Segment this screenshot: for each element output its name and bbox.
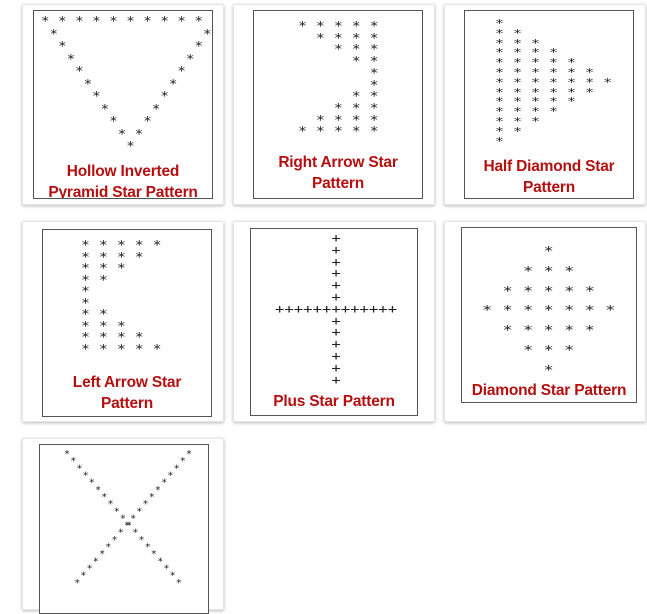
star-pattern-art: * * * * * * * * * * * * * * * * * * * * …: [41, 14, 212, 153]
x-pattern-star: *: [180, 456, 186, 467]
pattern-card-left-arrow[interactable]: * * * * * * * * * * * * * * * * * * * * …: [22, 221, 224, 422]
pattern-card-diamond[interactable]: * * * * * * * * * * * * * * * * * * * * …: [444, 221, 646, 422]
x-pattern-star: *: [143, 499, 149, 510]
pattern-thumbnail: * * * * * * * * * * * * * * * * * * * * …: [42, 229, 212, 417]
x-pattern-star: *: [155, 485, 161, 496]
pattern-card-x-star[interactable]: ****************************************: [22, 438, 224, 614]
pattern-thumbnail: * * * * * * * * * * * * * * * * * * * * …: [464, 10, 634, 199]
x-pattern-star: *: [93, 556, 99, 567]
x-pattern-star: *: [112, 535, 118, 546]
x-pattern-star: *: [64, 449, 70, 460]
x-pattern-star: *: [74, 578, 80, 585]
star-pattern-art: + + + + + + +++++++++++++ + + + + + +: [275, 231, 398, 387]
pattern-thumbnail: ****************************************: [39, 444, 209, 614]
pattern-card-plus[interactable]: + + + + + + +++++++++++++ + + + + + + Pl…: [233, 221, 435, 422]
x-pattern-star: *: [99, 549, 105, 560]
x-pattern-star: *: [105, 542, 111, 553]
pattern-thumbnail: * * * * * * * * * * * * * * * * * * * * …: [33, 10, 213, 199]
x-pattern-star: *: [124, 521, 130, 532]
pattern-card-hollow-inverted-pyramid[interactable]: * * * * * * * * * * * * * * * * * * * * …: [22, 4, 224, 205]
x-pattern-star: *: [163, 564, 169, 575]
x-pattern-star: *: [170, 571, 176, 582]
x-pattern-star: *: [83, 471, 89, 482]
pattern-thumbnail: + + + + + + +++++++++++++ + + + + + + Pl…: [250, 228, 418, 416]
x-pattern-star: *: [95, 485, 101, 496]
x-pattern-star: *: [145, 542, 151, 553]
x-pattern-star: *: [161, 478, 167, 489]
x-pattern-star: *: [132, 528, 138, 539]
x-pattern-star: *: [87, 564, 93, 575]
x-pattern-star: *: [186, 449, 192, 460]
pattern-title: Half Diamond Star Pattern: [483, 158, 615, 196]
x-pattern-star: *: [114, 506, 120, 517]
x-pattern-star: *: [167, 471, 173, 482]
x-pattern-star: *: [101, 492, 107, 503]
x-pattern-star: *: [136, 506, 142, 517]
x-pattern-star: *: [80, 571, 86, 582]
x-pattern-star: *: [118, 528, 124, 539]
pattern-card-right-arrow[interactable]: * * * * * * * * * * * * * * * * * * * * …: [233, 4, 435, 205]
x-pattern-star: *: [157, 556, 163, 567]
x-star-pattern-art: ****************************************: [64, 449, 192, 585]
x-pattern-star: *: [70, 456, 76, 467]
x-pattern-star: *: [174, 463, 180, 474]
pattern-title: Diamond Star Pattern: [471, 382, 627, 399]
x-pattern-star: *: [76, 463, 82, 474]
star-pattern-art: * * * * * * * * * * * * * * * * * * * * …: [298, 19, 379, 139]
x-pattern-star: *: [130, 513, 136, 524]
x-pattern-star: *: [139, 535, 145, 546]
x-pattern-star: *: [89, 478, 95, 489]
star-pattern-art: * * * * * * * * * * * * * * * * * * * * …: [81, 238, 162, 356]
pattern-thumbnail: * * * * * * * * * * * * * * * * * * * * …: [461, 227, 637, 403]
x-pattern-star: *: [149, 492, 155, 503]
pattern-title: Hollow Inverted Pyramid Star Pattern: [48, 163, 198, 199]
star-pattern-art: * * * * * * * * * * * * * * * * * * * * …: [482, 244, 616, 377]
pattern-title: Left Arrow Star Pattern: [72, 374, 182, 412]
x-pattern-star: *: [176, 578, 182, 585]
x-pattern-star: *: [126, 521, 132, 532]
pattern-title: Right Arrow Star Pattern: [278, 154, 398, 192]
x-pattern-star: *: [108, 499, 114, 510]
x-pattern-star: *: [120, 513, 126, 524]
x-pattern-star: *: [151, 549, 157, 560]
star-pattern-art: * * * * * * * * * * * * * * * * * * * * …: [495, 17, 613, 148]
pattern-title: Plus Star Pattern: [273, 393, 395, 410]
pattern-thumbnail: * * * * * * * * * * * * * * * * * * * * …: [253, 10, 423, 199]
pattern-card-half-diamond[interactable]: * * * * * * * * * * * * * * * * * * * * …: [444, 4, 646, 205]
